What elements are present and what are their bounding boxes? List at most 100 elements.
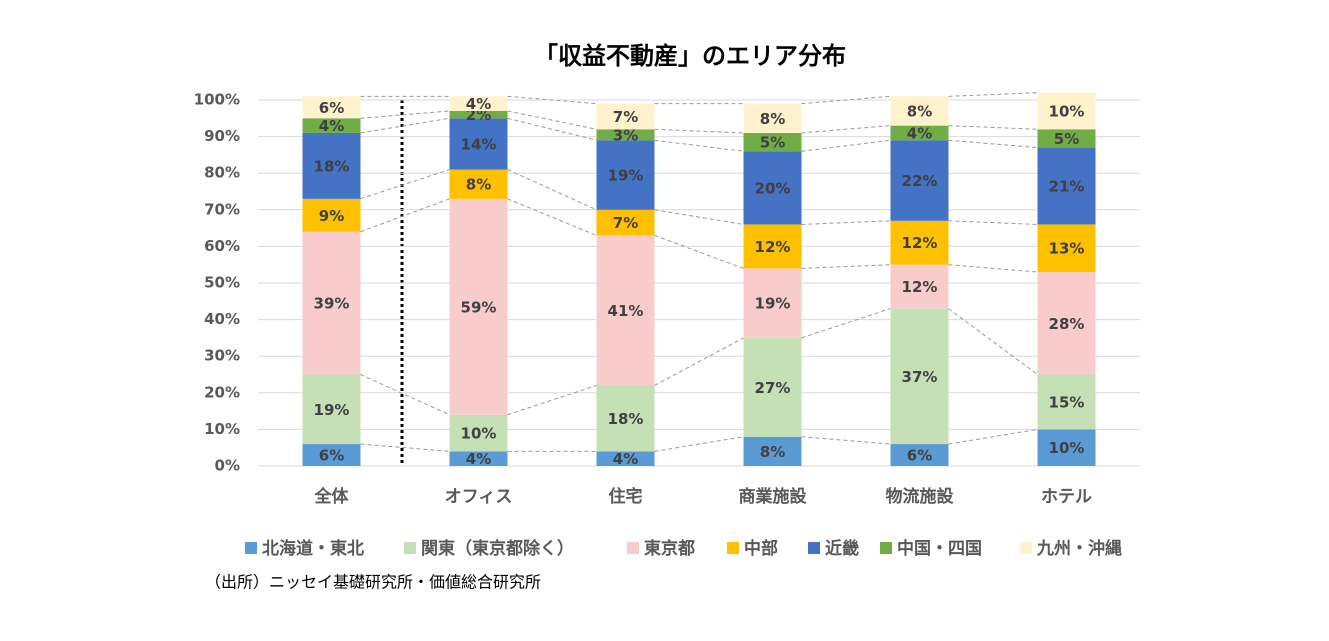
bar-segment: [1037, 272, 1096, 375]
connector: [948, 220, 1038, 225]
value-label: 5%: [1054, 130, 1079, 148]
value-label: 8%: [760, 443, 785, 461]
connector: [507, 95, 597, 105]
bar-segment: [449, 198, 508, 415]
x-tick-label: オフィス: [445, 487, 513, 507]
bar-segment: [743, 151, 802, 225]
grid: [258, 99, 1140, 467]
x-tick-label: 全体: [314, 486, 350, 507]
connector: [948, 125, 1038, 130]
connector: [507, 169, 597, 211]
bar-segment: [449, 451, 508, 466]
value-label: 4%: [319, 117, 344, 135]
bar-segment: [302, 96, 361, 119]
bar-segment: [890, 125, 949, 141]
bar-segment: [449, 96, 508, 111]
connector: [801, 95, 891, 105]
connector: [654, 209, 744, 225]
connector: [801, 308, 891, 339]
legend-swatch: [1020, 542, 1032, 554]
value-label: 20%: [755, 179, 791, 197]
legend-label: 関東（東京都除く）: [421, 538, 574, 559]
bar-segment: [449, 414, 508, 452]
value-label: 14%: [461, 135, 497, 153]
value-label: 12%: [755, 238, 791, 256]
bar-segment: [596, 385, 655, 452]
value-label: 18%: [314, 157, 350, 175]
value-label: 13%: [1049, 240, 1085, 258]
value-label: 4%: [613, 450, 638, 468]
value-label: 19%: [608, 167, 644, 185]
value-label: 8%: [907, 102, 932, 120]
value-label: 21%: [1049, 178, 1085, 196]
bar-segment: [890, 140, 949, 221]
bar-segment: [302, 444, 361, 466]
connector: [360, 169, 450, 200]
value-label: 59%: [461, 298, 497, 316]
connector: [360, 110, 450, 119]
bar-segment: [743, 103, 802, 133]
legend-label: 中部: [744, 538, 778, 559]
source-note: （出所）ニッセイ基礎研究所・価値総合研究所: [205, 573, 541, 592]
bar-segment: [890, 96, 949, 126]
legend-label: 九州・沖縄: [1036, 538, 1122, 559]
connector: [801, 125, 891, 134]
bar-segment: [302, 374, 361, 445]
bar-segment: [743, 224, 802, 269]
bar-segment: [1037, 147, 1096, 225]
value-label: 19%: [314, 401, 350, 419]
bar-segment: [890, 264, 949, 309]
value-label: 7%: [613, 214, 638, 232]
value-label: 5%: [760, 134, 785, 152]
bar-segment: [596, 235, 655, 386]
connector: [801, 264, 891, 269]
bar-segment: [596, 140, 655, 210]
value-label: 8%: [760, 110, 785, 128]
connector: [360, 117, 450, 134]
value-label: 19%: [755, 295, 791, 313]
connector: [654, 234, 744, 269]
bar-segment: [1037, 224, 1096, 273]
connector: [360, 443, 450, 452]
bar-segment: [302, 198, 361, 232]
legend-label: 中国・四国: [897, 538, 982, 559]
bar-segment: [890, 220, 949, 265]
bar-segment: [1037, 429, 1096, 466]
bar-segment: [449, 118, 508, 170]
connector: [507, 385, 597, 416]
value-label: 22%: [902, 172, 938, 190]
connector: [654, 436, 744, 452]
value-label: 10%: [1049, 102, 1085, 120]
connector: [948, 264, 1038, 273]
y-tick-label: 90%: [204, 127, 240, 145]
connector: [801, 436, 891, 445]
x-tick-label: 物流施設: [886, 486, 955, 507]
connector: [654, 337, 744, 386]
bar-segment: [596, 129, 655, 141]
value-label: 28%: [1049, 315, 1085, 333]
legend-label: 東京都: [644, 538, 695, 559]
legend-swatch: [880, 542, 892, 554]
legend-swatch: [808, 542, 820, 554]
bar-segment: [743, 436, 802, 466]
y-tick-label: 10%: [204, 420, 240, 438]
x-tick-label: 商業施設: [739, 486, 808, 507]
connector: [948, 428, 1038, 445]
y-tick-label: 30%: [204, 347, 240, 365]
bar-segment: [890, 308, 949, 445]
legend-swatch: [627, 542, 639, 554]
bar-segment: [596, 209, 655, 236]
value-label: 18%: [608, 410, 644, 428]
value-label: 8%: [466, 176, 491, 194]
bar-segment: [1037, 129, 1096, 148]
value-label: 4%: [466, 450, 491, 468]
connector: [507, 117, 597, 141]
connector: [654, 128, 744, 134]
value-label: 15%: [1049, 393, 1085, 411]
connector: [948, 92, 1038, 97]
connector: [360, 198, 450, 233]
connector: [507, 198, 597, 236]
bar-segment: [449, 169, 508, 199]
legend-label: 近畿: [825, 538, 859, 559]
value-label: 39%: [314, 295, 350, 313]
